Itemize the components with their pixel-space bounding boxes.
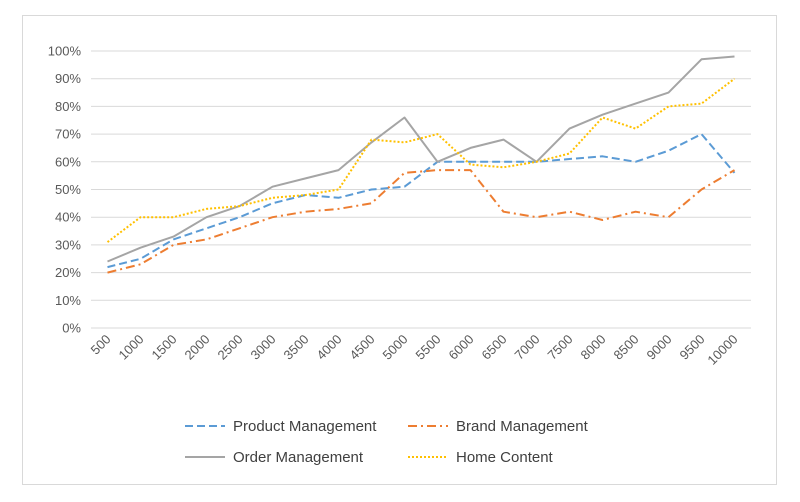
x-axis-tick-labels: 500 1000 1500 2000 2500 3000 3500 4000 4500 5000 5… bbox=[88, 332, 741, 368]
series-lines bbox=[106, 55, 736, 274]
x-tick-label: 3000 bbox=[248, 332, 279, 363]
y-axis-tick-labels: 0% 10% 20% 30% 40% 50% 60% 70% 80% 90% 100% bbox=[48, 44, 82, 336]
legend: Product Management Brand Management Order … bbox=[185, 418, 589, 466]
x-tick-label: 6500 bbox=[479, 332, 510, 363]
x-tick-label: 2000 bbox=[182, 332, 213, 363]
series-line-4 bbox=[106, 77, 736, 243]
x-tick-label: 7000 bbox=[512, 332, 543, 363]
x-tick-label: 5500 bbox=[413, 332, 444, 363]
gridlines bbox=[91, 50, 751, 329]
line-chart: 0%10%20%30%40%50%60%70%80%90%100% 500 100… bbox=[48, 44, 751, 466]
x-tick-label: 500 bbox=[88, 332, 114, 358]
series-line-3 bbox=[107, 55, 735, 263]
x-tick-label: 7500 bbox=[545, 332, 576, 363]
y-tick-label: 100% bbox=[48, 44, 82, 59]
x-tick-label: 3500 bbox=[281, 332, 312, 363]
y-tick-label: 10% bbox=[55, 293, 81, 308]
y-tick-label: 40% bbox=[55, 210, 81, 225]
legend-label: Brand Management bbox=[456, 418, 589, 435]
x-tick-label: 6000 bbox=[446, 332, 477, 363]
x-tick-label: 4500 bbox=[347, 332, 378, 363]
x-tick-label: 8000 bbox=[578, 332, 609, 363]
y-tick-label: 30% bbox=[55, 237, 81, 252]
y-tick-label: 50% bbox=[55, 182, 81, 197]
series-line-2 bbox=[107, 169, 736, 274]
y-tick-label: 80% bbox=[55, 99, 81, 114]
y-tick-label: 20% bbox=[55, 265, 81, 280]
legend-label: Product Management bbox=[233, 418, 377, 435]
x-tick-label: 1500 bbox=[149, 332, 180, 363]
y-tick-label: 70% bbox=[55, 127, 81, 142]
x-tick-label: 8500 bbox=[611, 332, 642, 363]
x-tick-label: 5000 bbox=[380, 332, 411, 363]
x-tick-label: 10000 bbox=[704, 332, 740, 368]
series-line-1 bbox=[107, 133, 736, 269]
x-tick-label: 4000 bbox=[314, 332, 345, 363]
y-tick-label: 0% bbox=[62, 321, 81, 336]
y-tick-label: 60% bbox=[55, 154, 81, 169]
x-tick-label: 1000 bbox=[116, 332, 147, 363]
chart-area: 0% 10% 20% 30% 40% 50% 60% 70% 80% 90% 100% 500 100… bbox=[22, 15, 777, 485]
legend-label: Order Management bbox=[233, 449, 364, 466]
legend-label: Home Content bbox=[456, 449, 554, 466]
y-tick-label: 90% bbox=[55, 71, 81, 86]
x-tick-label: 2500 bbox=[215, 332, 246, 363]
x-tick-label: 9000 bbox=[644, 332, 675, 363]
x-tick-label: 9500 bbox=[677, 332, 708, 363]
